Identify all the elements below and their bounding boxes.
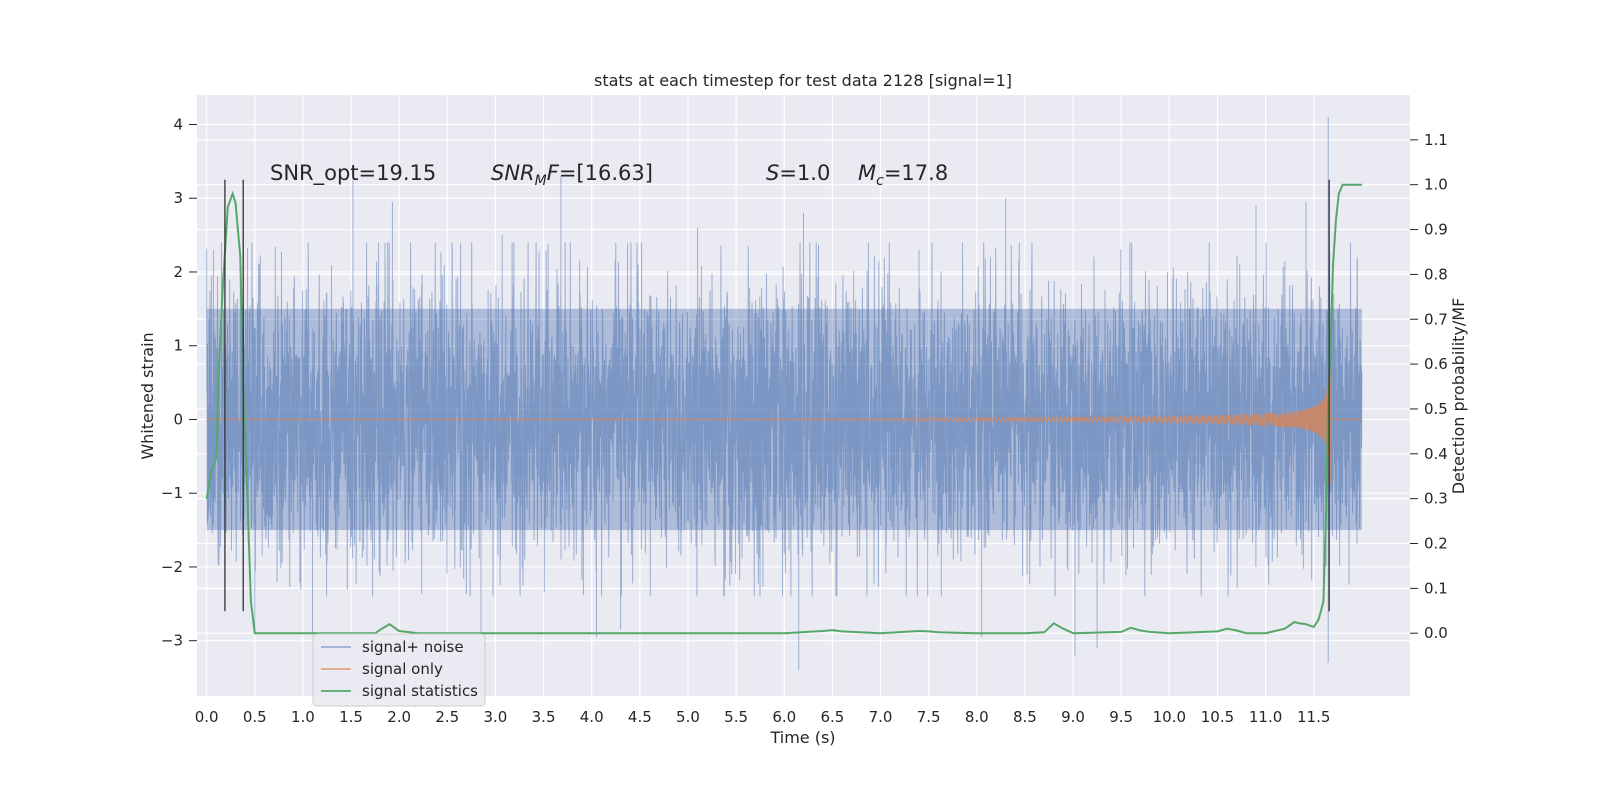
y-tick-label: 4 xyxy=(173,115,183,133)
x-tick-label: 11.5 xyxy=(1297,708,1330,726)
x-tick-label: 0.0 xyxy=(195,708,219,726)
annotations: SNR_opt=19.15 SNRMF=[16.63] S=1.0 Mc=17.… xyxy=(270,161,948,189)
legend-label-signal-only: signal only xyxy=(362,660,443,678)
x-axis-label: Time (s) xyxy=(769,728,835,747)
y-tick-label: 1 xyxy=(173,337,183,355)
annotation-snr-mf: SNRMF=[16.63] xyxy=(491,161,653,189)
y-tick-label: 3 xyxy=(173,189,183,207)
y2-tick-label: 0.6 xyxy=(1424,355,1448,373)
x-tick-label: 2.0 xyxy=(387,708,411,726)
x-tick-label: 3.0 xyxy=(484,708,508,726)
y2-tick-label: 1.0 xyxy=(1424,176,1448,194)
annotation-s: S=1.0 xyxy=(766,161,830,185)
legend-box xyxy=(312,633,486,707)
chart-title: stats at each timestep for test data 212… xyxy=(594,71,1012,90)
x-tick-label: 7.0 xyxy=(869,708,893,726)
x-tick-label: 4.0 xyxy=(580,708,604,726)
y-tick-label: −1 xyxy=(161,484,183,502)
x-tick-label: 5.0 xyxy=(676,708,700,726)
x-tick-label: 11.0 xyxy=(1249,708,1282,726)
y-tick-label: 2 xyxy=(173,263,183,281)
y2-tick-label: 0.7 xyxy=(1424,310,1448,328)
y2-tick-label: 1.1 xyxy=(1424,131,1448,149)
y-tick-label: −2 xyxy=(161,558,183,576)
x-tick-label: 7.5 xyxy=(917,708,941,726)
x-tick-label: 4.5 xyxy=(628,708,652,726)
y2-tick-label: 0.4 xyxy=(1424,445,1448,463)
x-tick-label: 10.0 xyxy=(1153,708,1186,726)
y2-tick-label: 0.5 xyxy=(1424,400,1448,418)
x-tick-label: 6.5 xyxy=(820,708,844,726)
annotation-snr-opt: SNR_opt=19.15 xyxy=(270,161,436,186)
legend-label-signal-noise: signal+ noise xyxy=(362,638,464,656)
x-tick-label: 3.5 xyxy=(532,708,556,726)
y-axis-label: Whitened strain xyxy=(138,332,157,459)
series-line-signal-only xyxy=(206,355,1362,484)
x-tick-label: 10.5 xyxy=(1201,708,1234,726)
x-tick-label: 5.5 xyxy=(724,708,748,726)
x-tick-label: 9.5 xyxy=(1109,708,1133,726)
y2-tick-label: 0.2 xyxy=(1424,535,1448,553)
series-layer xyxy=(205,117,1363,671)
legend-label-signal-statistics: signal statistics xyxy=(362,682,478,700)
x-tick-label: 1.0 xyxy=(291,708,315,726)
x-tick-label: 0.5 xyxy=(243,708,267,726)
y-tick-label: 0 xyxy=(173,410,183,428)
y2-tick-label: 0.0 xyxy=(1424,624,1448,642)
y-axis-left: −3 −2 −1 0 1 2 3 4 xyxy=(161,115,197,650)
x-tick-label: 8.0 xyxy=(965,708,989,726)
x-tick-label: 9.0 xyxy=(1061,708,1085,726)
y2-tick-label: 0.1 xyxy=(1424,579,1448,597)
x-tick-label: 1.5 xyxy=(339,708,363,726)
x-axis: 0.0 0.5 1.0 1.5 2.0 2.5 3.0 3.5 4.0 4.5 5.0 5.5 6.0 6… xyxy=(195,708,1331,726)
series-line-signal-noise xyxy=(206,117,1363,671)
legend: signal+ noise signal only signal statist… xyxy=(312,633,486,707)
y2-axis-label: Detection probability/MF xyxy=(1449,298,1468,495)
marker-lines xyxy=(224,179,1330,612)
y-tick-label: −3 xyxy=(161,632,183,650)
y2-tick-label: 0.8 xyxy=(1424,265,1448,283)
annotation-mc: Mc=17.8 xyxy=(858,161,948,189)
x-tick-label: 2.5 xyxy=(435,708,459,726)
y-axis-right: 0.0 0.1 0.2 0.3 0.4 0.5 0.6 0.7 0.8 0.9 1.0 1.1 xyxy=(1410,131,1448,642)
y2-tick-label: 0.3 xyxy=(1424,490,1448,508)
series-line-signal-statistics xyxy=(205,183,1362,635)
y2-tick-label: 0.9 xyxy=(1424,221,1448,239)
x-tick-label: 6.0 xyxy=(772,708,796,726)
x-tick-label: 8.5 xyxy=(1013,708,1037,726)
